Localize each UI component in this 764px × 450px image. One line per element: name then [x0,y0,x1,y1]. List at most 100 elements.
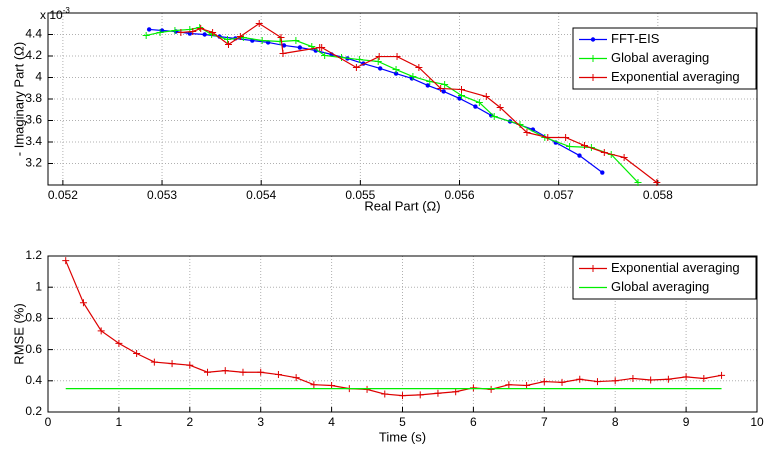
x-tick-label: 8 [612,415,619,429]
x-tick-label: 5 [399,415,406,429]
y-tick-label: 4 [35,70,42,84]
marker [458,86,466,94]
x-tick-label: 4 [328,415,335,429]
axes-frame [47,255,758,413]
marker [416,391,424,399]
marker [629,374,637,382]
y-tick-label: 3.8 [25,91,42,105]
marker [469,384,477,392]
marker [204,368,212,376]
marker [236,33,244,41]
marker [452,388,460,396]
marker [150,358,158,366]
legend-marker [590,37,596,42]
marker [328,381,336,389]
marker [142,31,150,39]
marker [355,56,363,64]
marker [523,129,531,137]
marker [482,93,490,101]
marker [475,99,483,107]
marker [292,374,300,382]
x-tick-label: 0.054 [246,188,276,202]
x-tick-label: 7 [541,415,548,429]
marker [197,24,205,32]
marker [437,84,445,92]
marker [377,66,383,71]
marker [352,64,360,72]
marker [62,257,70,265]
marker [540,378,548,386]
marker [257,368,265,376]
marker [600,149,608,157]
marker [523,381,531,389]
marker [434,389,442,397]
marker [171,27,179,35]
marker [258,37,266,45]
marker [490,113,498,121]
x-axis-label: Real Part (Ω) [364,198,440,213]
marker [156,28,164,36]
marker [223,36,231,44]
marker [718,371,726,379]
marker [97,327,105,335]
marker [425,83,430,88]
x-tick-label: 2 [186,415,193,429]
legend-label: Global averaging [611,279,709,294]
x-tick-label: 0.056 [445,188,475,202]
x-tick-label: 0.058 [643,188,673,202]
marker [209,28,217,36]
marker [224,40,232,48]
marker [600,170,605,175]
y-multiplier: x 10-3 [40,6,70,22]
marker [399,392,406,400]
marker [634,179,642,187]
marker [562,133,570,141]
marker [620,153,628,161]
marker [177,28,185,36]
marker [393,71,399,76]
marker [279,50,287,58]
y-tick-label: 3.6 [25,113,42,127]
marker [441,89,446,94]
marker [202,32,207,37]
legend-label: Exponential averaging [611,260,740,275]
legend-label: FFT-EIS [611,31,660,46]
x-tick-label: 10 [750,415,764,429]
y-tick-label: 4.2 [25,48,42,62]
marker [277,34,285,42]
marker [187,31,192,36]
x-tick-label: 6 [470,415,477,429]
y-axis-label: RMSE (%) [11,303,26,364]
x-tick-label: 1 [116,415,123,429]
marker [186,361,194,369]
marker [374,57,382,65]
y-tick-label: 0.8 [25,311,42,325]
x-tick-label: 3 [257,415,264,429]
x-tick-label: 0 [45,415,52,429]
axes-frame [47,12,758,186]
marker [496,103,504,111]
marker [168,360,176,368]
marker [544,133,552,141]
marker [255,20,263,28]
marker [274,371,282,379]
marker [566,143,574,151]
y-tick-label: 1 [35,279,42,293]
marker [682,373,690,381]
marker [381,390,389,398]
marker [392,66,400,74]
marker [409,73,417,81]
y-axis-label: - Imaginary Part (Ω) [11,42,26,156]
marker [576,375,584,383]
marker [146,27,152,32]
y-tick-label: 0.4 [25,373,42,387]
marker [281,43,287,48]
marker [593,378,601,386]
marker [393,53,401,61]
marker [664,375,672,383]
marker [363,385,371,393]
x-tick-label: 0.055 [345,188,375,202]
marker [558,378,566,386]
